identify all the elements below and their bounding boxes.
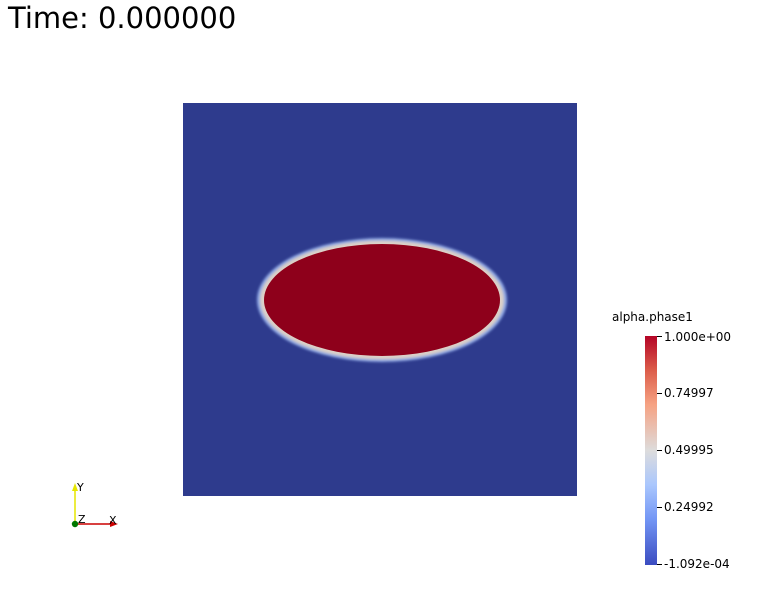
- color-legend: alpha.phase1 1.000e+00 0.74997 0.49995 0…: [605, 308, 755, 583]
- color-legend-tick-q1: [657, 507, 662, 508]
- time-annotation: Time: 0.000000: [8, 1, 237, 35]
- color-legend-label-mid: 0.49995: [664, 443, 714, 457]
- color-legend-label-max: 1.000e+00: [664, 330, 732, 344]
- render-view[interactable]: [183, 103, 577, 496]
- color-legend-tick-min: [657, 564, 662, 565]
- z-axis-dot: [71, 520, 79, 528]
- color-legend-tick-q3: [657, 393, 662, 394]
- color-legend-label-q3: 0.74997: [664, 386, 714, 400]
- y-axis-label: Y: [76, 481, 84, 494]
- x-axis-label: X: [109, 514, 117, 527]
- color-legend-gradient: [645, 336, 657, 565]
- z-axis-label: Z: [78, 513, 86, 526]
- color-legend-label-q1: 0.24992: [664, 500, 714, 514]
- droplet-field: [257, 238, 507, 362]
- orientation-axes: Y Z X: [71, 481, 118, 528]
- color-legend-label-min: -1.092e-04: [664, 557, 730, 571]
- y-axis-arrow: [72, 483, 78, 491]
- droplet-core: [264, 244, 500, 356]
- color-legend-tick-max: [657, 336, 662, 337]
- color-legend-title: alpha.phase1: [612, 310, 693, 324]
- color-legend-tick-mid: [657, 450, 662, 451]
- x-axis-arrow: [110, 521, 118, 527]
